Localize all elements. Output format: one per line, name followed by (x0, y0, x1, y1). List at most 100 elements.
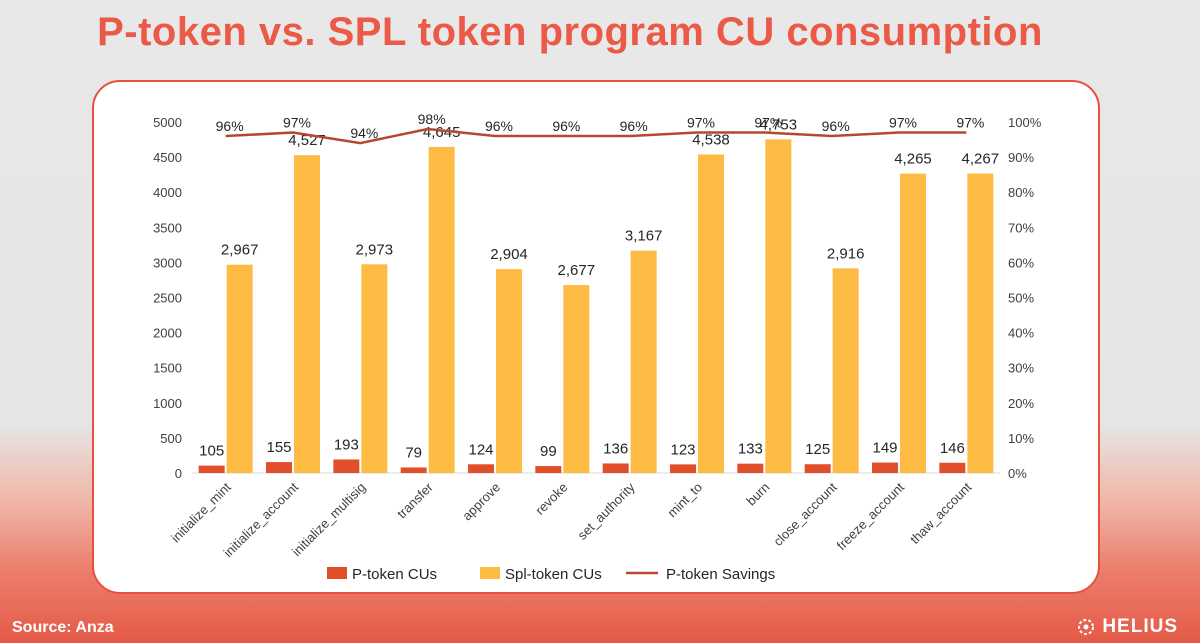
spl-bar-label: 4,267 (962, 150, 1000, 167)
spl-bar (361, 264, 388, 473)
ptoken-bar-label: 125 (805, 441, 830, 458)
y-right-tick-label: 70% (1008, 220, 1034, 235)
y-left-tick-label: 2000 (153, 326, 182, 341)
x-tick-label: close_account (770, 479, 840, 549)
x-tick-label: approve (459, 480, 503, 524)
ptoken-bar (535, 466, 562, 473)
y-right-tick-label: 20% (1008, 396, 1034, 411)
spl-bar-label: 2,967 (221, 242, 259, 259)
y-left-tick-label: 1500 (153, 361, 182, 376)
ptoken-bar (872, 462, 898, 473)
savings-line (225, 127, 967, 145)
x-tick-label: transfer (394, 479, 436, 521)
y-left-tick-label: 4500 (153, 150, 182, 165)
spl-bar (496, 269, 522, 473)
x-tick-label: mint_to (664, 480, 705, 521)
savings-label: 97% (754, 115, 782, 131)
x-tick-label: initialize_mint (168, 479, 234, 545)
spl-bar (967, 173, 994, 473)
savings-label: 96% (216, 118, 244, 134)
y-left-tick-label: 0 (175, 466, 182, 481)
savings-label: 97% (687, 115, 715, 131)
spl-bar (428, 146, 455, 473)
y-right-tick-label: 0% (1008, 466, 1027, 481)
ptoken-bar (670, 464, 696, 473)
y-right-tick-label: 80% (1008, 185, 1034, 200)
ptoken-bar (266, 462, 292, 473)
spl-bar (698, 154, 724, 473)
savings-label: 96% (620, 118, 648, 134)
ptoken-bar-label: 133 (738, 441, 763, 458)
savings-label: 97% (889, 115, 917, 131)
spl-bar (832, 268, 859, 473)
savings-label: 94% (350, 125, 378, 141)
y-left-tick-label: 3500 (153, 220, 182, 235)
spl-bar (765, 139, 792, 473)
brand-logo: HELIUS (1076, 616, 1178, 638)
ptoken-bar-label: 155 (266, 439, 291, 456)
helius-logo-icon (1078, 619, 1095, 635)
spl-bar-label: 2,973 (356, 241, 394, 258)
ptoken-bar-label: 124 (468, 441, 493, 458)
spl-bar (563, 285, 590, 473)
y-right-tick-label: 100% (1008, 115, 1042, 130)
source-note: Source: Anza (12, 619, 114, 636)
y-left-tick-label: 3000 (153, 255, 182, 270)
spl-bar-label: 3,167 (625, 228, 663, 245)
spl-bar (294, 155, 320, 474)
spl-bar-label: 4,753 (760, 116, 798, 133)
x-tick-label: thaw_account (907, 479, 975, 547)
brand-name: HELIUS (1102, 616, 1178, 637)
ptoken-bar (602, 463, 629, 473)
ptoken-bar (737, 463, 764, 473)
y-right-tick-label: 10% (1008, 431, 1034, 446)
y-right-tick-label: 90% (1008, 150, 1034, 165)
ptoken-bar-label: 99 (540, 443, 557, 460)
legend-spl-swatch (480, 567, 500, 579)
y-left-tick-label: 4000 (153, 185, 182, 200)
y-left-tick-label: 5000 (153, 115, 182, 130)
ptoken-bar-label: 193 (334, 436, 359, 453)
spl-bar-label: 4,538 (692, 131, 730, 148)
savings-label: 96% (822, 118, 850, 134)
savings-label: 97% (283, 115, 311, 131)
ptoken-bar (400, 467, 427, 473)
y-right-tick-label: 30% (1008, 361, 1034, 376)
spl-bar (900, 173, 926, 474)
legend-savings-label: P-token Savings (666, 566, 775, 583)
ptoken-bar-label: 105 (199, 443, 224, 460)
spl-bar-label: 4,265 (894, 151, 932, 168)
ptoken-bar-label: 79 (405, 444, 422, 461)
spl-bar-label: 4,645 (423, 124, 461, 141)
ptoken-bar-label: 123 (670, 441, 695, 458)
y-right-tick-label: 40% (1008, 326, 1034, 341)
chart-title: P-token vs. SPL token program CU consump… (97, 10, 1043, 54)
y-right-tick-label: 50% (1008, 291, 1034, 306)
y-left-tick-label: 1000 (153, 396, 182, 411)
y-left-tick-label: 2500 (153, 291, 182, 306)
savings-label: 96% (552, 118, 580, 134)
legend-ptoken-swatch (327, 567, 347, 579)
x-tick-label: burn (743, 480, 772, 509)
ptoken-bar (468, 464, 494, 473)
savings-label: 97% (956, 115, 984, 131)
x-tick-label: initialize_multisig (289, 480, 369, 560)
ptoken-bar-label: 149 (872, 440, 897, 457)
savings-label: 98% (418, 111, 446, 127)
savings-label: 96% (485, 118, 513, 134)
ptoken-bar (939, 462, 966, 473)
ptoken-bar (198, 465, 225, 473)
legend-ptoken-label: P-token CUs (352, 566, 437, 583)
legend-spl-label: Spl-token CUs (505, 566, 602, 583)
spl-bar-label: 2,904 (490, 246, 528, 263)
y-right-tick-label: 60% (1008, 255, 1034, 270)
chart-card (92, 80, 1100, 594)
ptoken-bar-label: 146 (940, 440, 965, 457)
spl-bar-label: 2,916 (827, 245, 865, 262)
ptoken-bar (804, 464, 831, 473)
spl-bar (226, 264, 253, 473)
x-tick-label: revoke (532, 480, 570, 518)
x-tick-label: set_authority (575, 479, 639, 543)
spl-bar-label: 2,677 (558, 262, 596, 279)
